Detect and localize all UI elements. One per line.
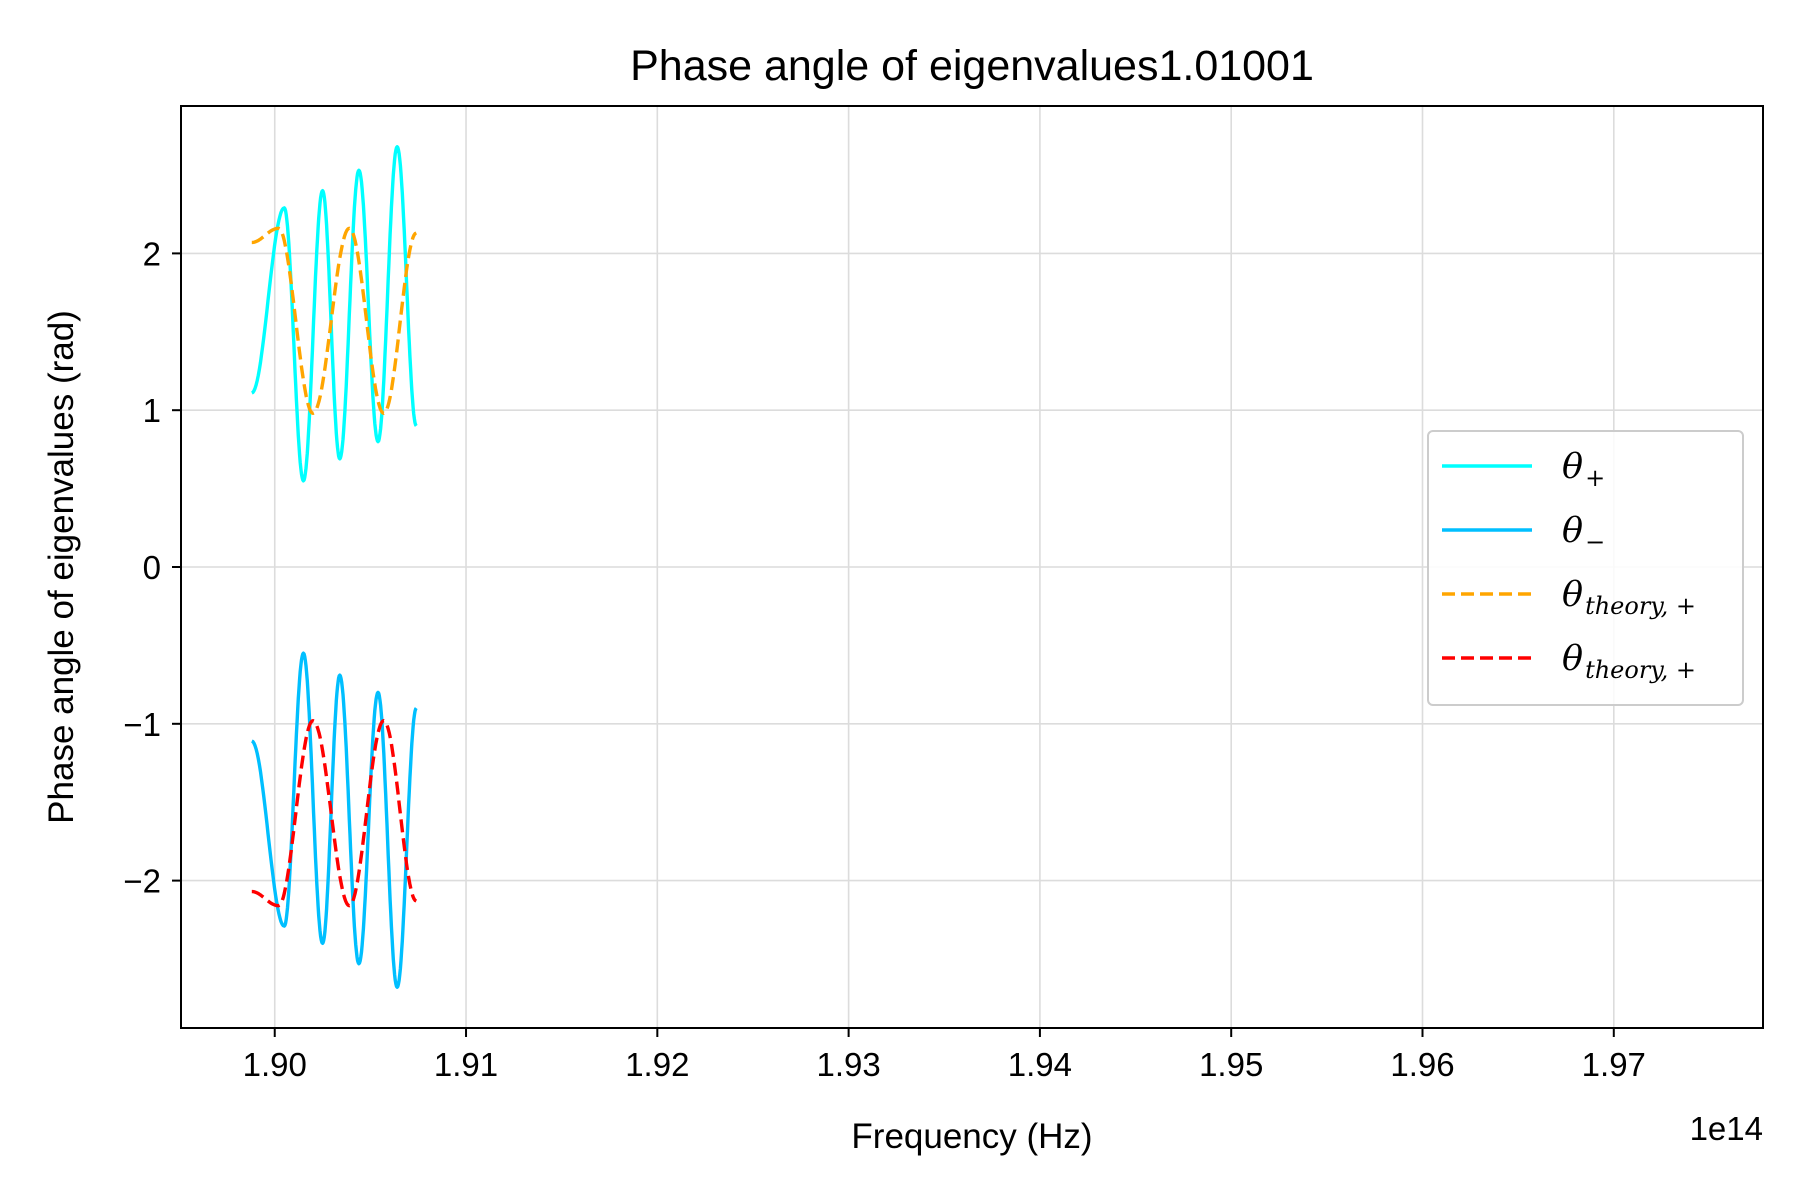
legend-label-2: θ− <box>1562 511 1605 556</box>
y-tick-label: 1 <box>143 392 161 429</box>
legend-label-3: θtheory, + <box>1562 575 1696 620</box>
x-axis-label: Frequency (Hz) <box>851 1117 1092 1156</box>
x-tick-label: 1.91 <box>434 1046 498 1083</box>
legend-label-4: θtheory, + <box>1562 639 1696 684</box>
y-tick-label: 0 <box>143 549 161 586</box>
series-layer <box>251 145 418 989</box>
legend-label-1: θ+ <box>1562 447 1605 492</box>
y-tick-label: −2 <box>123 863 161 900</box>
chart-title: Phase angle of eigenvalues1.01001 <box>630 42 1314 90</box>
x-tick-label: 1.95 <box>1199 1046 1263 1083</box>
y-tick-label: −1 <box>123 706 161 743</box>
legend-box <box>1427 430 1744 706</box>
x-tick-label: 1.97 <box>1582 1046 1646 1083</box>
x-tick-label: 1.94 <box>1008 1046 1072 1083</box>
x-tick-label: 1.92 <box>625 1046 689 1083</box>
y-axis-label: Phase angle of eigenvalues (rad) <box>42 310 81 824</box>
series-line-3 <box>251 226 418 415</box>
axis-ticks: 1.90 1.91 1.92 1.93 1.94 1.95 1.96 1.97 −2 −1 0 1 2 <box>123 235 1646 1083</box>
x-tick-label: 1.90 <box>243 1046 307 1083</box>
y-tick-label: 2 <box>143 235 161 272</box>
x-offset-label: 1e14 <box>1690 1110 1763 1147</box>
series-line-4 <box>251 719 418 908</box>
legend: θ+ θ− θtheory, + θtheory, + <box>1427 430 1744 706</box>
x-tick-label: 1.93 <box>816 1046 880 1083</box>
x-tick-label: 1.96 <box>1390 1046 1454 1083</box>
